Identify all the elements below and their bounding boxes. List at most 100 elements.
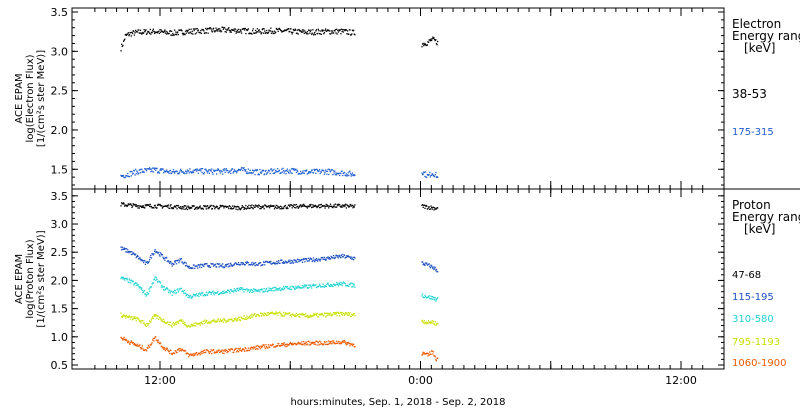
data-point (275, 204, 277, 207)
data-point (189, 207, 192, 209)
data-point (423, 320, 426, 322)
data-point (203, 171, 206, 174)
data-point (156, 339, 158, 342)
data-point (329, 258, 332, 260)
data-point (259, 168, 261, 171)
data-point (224, 350, 226, 353)
data-point (304, 313, 307, 315)
data-point (298, 29, 301, 31)
data-point (279, 311, 281, 313)
data-point (312, 206, 315, 208)
data-point (261, 289, 263, 291)
data-point (335, 32, 337, 34)
data-point (304, 284, 307, 286)
data-point (275, 27, 277, 30)
data-point (354, 286, 356, 288)
data-point (180, 29, 182, 31)
data-point (170, 325, 173, 327)
data-point (127, 172, 129, 175)
data-point (282, 315, 284, 317)
data-point (316, 168, 318, 171)
data-point (245, 316, 247, 319)
data-point (231, 208, 233, 210)
data-point (237, 208, 239, 211)
data-point (246, 261, 248, 263)
data-point (203, 172, 205, 175)
data-point (159, 169, 161, 171)
data-point (213, 206, 215, 208)
y-tick-label: 2.0 (51, 124, 69, 137)
data-point (338, 313, 340, 315)
data-point (289, 314, 291, 317)
data-point (193, 322, 195, 324)
data-point (433, 297, 435, 299)
data-point (211, 30, 213, 32)
data-point (233, 263, 235, 266)
data-point (334, 170, 336, 172)
data-point (292, 169, 295, 171)
data-point (323, 258, 325, 261)
data-point (277, 314, 279, 316)
data-point (310, 29, 312, 31)
data-point (424, 42, 426, 45)
data-point (303, 342, 305, 345)
data-point (133, 317, 136, 320)
data-point (197, 294, 199, 297)
data-point (138, 207, 140, 209)
data-point (427, 353, 430, 355)
data-point (278, 287, 281, 290)
data-point (422, 173, 424, 175)
data-point (135, 204, 137, 206)
data-point (194, 28, 196, 30)
data-point (309, 258, 311, 261)
data-point (329, 285, 331, 288)
data-point (294, 204, 296, 206)
data-point (144, 168, 147, 170)
data-point (276, 168, 279, 170)
data-point (350, 256, 352, 258)
data-point (177, 322, 179, 324)
data-point (161, 320, 164, 322)
data-point (241, 287, 243, 289)
data-point (131, 319, 134, 321)
data-point (298, 261, 300, 263)
data-point (261, 346, 263, 349)
data-point (161, 30, 164, 33)
data-point (155, 169, 157, 171)
data-point (311, 206, 313, 208)
data-point (328, 30, 330, 32)
data-point (318, 344, 320, 346)
data-point (300, 343, 302, 346)
data-point (317, 28, 319, 31)
data-point (120, 246, 122, 248)
data-point (215, 29, 218, 31)
data-point (306, 258, 308, 260)
data-point (225, 31, 228, 33)
data-point (300, 170, 302, 173)
data-point (148, 31, 150, 33)
data-point (235, 347, 237, 350)
data-point (212, 28, 214, 30)
data-point (337, 312, 340, 314)
data-point (155, 251, 157, 254)
data-point (319, 33, 321, 35)
data-point (187, 170, 190, 172)
data-point (298, 342, 301, 344)
data-point (203, 352, 205, 354)
data-point (219, 293, 221, 295)
data-point (149, 256, 151, 258)
data-point (173, 324, 175, 326)
data-point (272, 262, 274, 264)
data-point (312, 341, 315, 344)
data-point (326, 283, 329, 285)
data-point (186, 208, 189, 211)
data-point (326, 257, 329, 259)
data-point (321, 313, 323, 315)
data-point (175, 350, 177, 352)
data-point (342, 256, 344, 258)
data-point (302, 170, 304, 172)
data-point (222, 26, 224, 28)
data-point (295, 259, 297, 261)
data-point (341, 253, 343, 256)
